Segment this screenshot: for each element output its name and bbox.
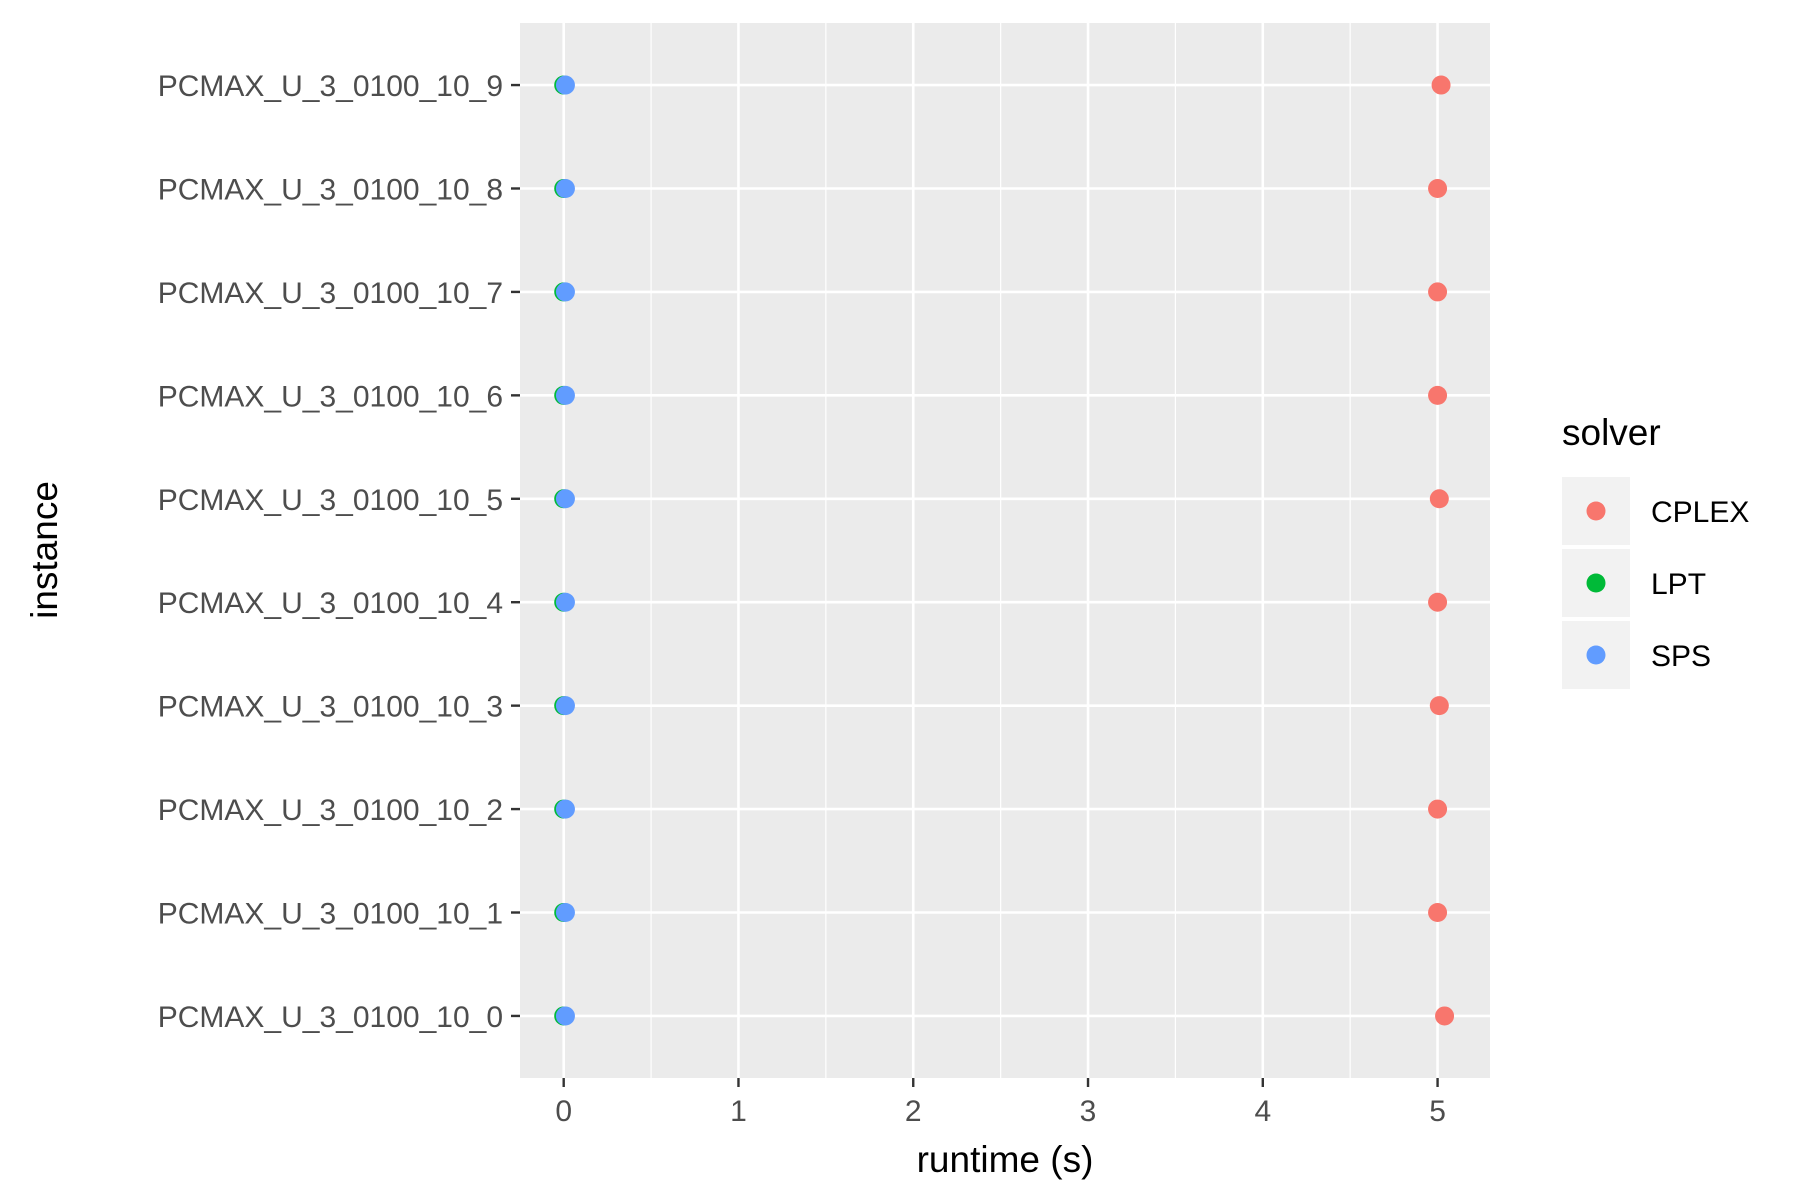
legend-symbol-cplex — [1586, 501, 1606, 521]
y-tick-label: PCMAX_U_3_0100_10_0 — [158, 1001, 503, 1034]
y-tick-label: PCMAX_U_3_0100_10_4 — [158, 587, 503, 620]
x-tick-label: 5 — [1429, 1095, 1446, 1128]
point-sps — [555, 696, 575, 716]
point-sps — [555, 489, 575, 509]
point-cplex — [1429, 696, 1449, 716]
x-tick-label: 1 — [730, 1095, 747, 1128]
x-tick-label: 2 — [905, 1095, 922, 1128]
legend-label: SPS — [1651, 640, 1711, 673]
point-sps — [555, 282, 575, 302]
point-sps — [555, 75, 575, 95]
point-cplex — [1428, 799, 1448, 819]
legend-label: CPLEX — [1651, 496, 1749, 529]
x-tick-label: 4 — [1254, 1095, 1271, 1128]
y-tick-label: PCMAX_U_3_0100_10_2 — [158, 794, 503, 827]
point-sps — [555, 799, 575, 819]
minor-gridlines — [650, 23, 1351, 1078]
legend: solver CPLEX LPT SPS — [1562, 412, 1749, 689]
point-cplex — [1435, 1006, 1455, 1026]
y-tick-label: PCMAX_U_3_0100_10_6 — [158, 380, 503, 413]
point-cplex — [1428, 282, 1448, 302]
data-points — [554, 75, 1455, 1026]
point-sps — [555, 385, 575, 405]
point-cplex — [1431, 75, 1451, 95]
legend-symbol-sps — [1586, 645, 1606, 665]
point-cplex — [1429, 489, 1449, 509]
x-tick-label: 3 — [1080, 1095, 1097, 1128]
x-axis-title: runtime (s) — [917, 1139, 1094, 1180]
point-sps — [555, 903, 575, 923]
y-tick-label: PCMAX_U_3_0100_10_8 — [158, 173, 503, 206]
point-cplex — [1428, 592, 1448, 612]
point-cplex — [1428, 178, 1448, 198]
legend-symbol-lpt — [1586, 573, 1606, 593]
y-tick-label: PCMAX_U_3_0100_10_5 — [158, 484, 503, 517]
legend-title: solver — [1562, 412, 1661, 453]
legend-label: LPT — [1651, 568, 1706, 601]
y-axis: PCMAX_U_3_0100_10_0 PCMAX_U_3_0100_10_1 PC… — [158, 70, 520, 1034]
y-tick-label: PCMAX_U_3_0100_10_3 — [158, 691, 503, 724]
major-gridlines — [520, 23, 1490, 1078]
y-tick-label: PCMAX_U_3_0100_10_7 — [158, 277, 503, 310]
point-sps — [555, 592, 575, 612]
point-sps — [555, 178, 575, 198]
y-tick-label: PCMAX_U_3_0100_10_9 — [158, 70, 503, 103]
point-cplex — [1428, 903, 1448, 923]
x-tick-label: 0 — [555, 1095, 572, 1128]
x-axis: 0 1 2 3 4 5 — [555, 1078, 1446, 1128]
y-tick-label: PCMAX_U_3_0100_10_1 — [158, 898, 503, 931]
y-axis-title: instance — [24, 481, 65, 619]
point-sps — [555, 1006, 575, 1026]
plot-panel — [520, 23, 1490, 1078]
point-cplex — [1428, 385, 1448, 405]
